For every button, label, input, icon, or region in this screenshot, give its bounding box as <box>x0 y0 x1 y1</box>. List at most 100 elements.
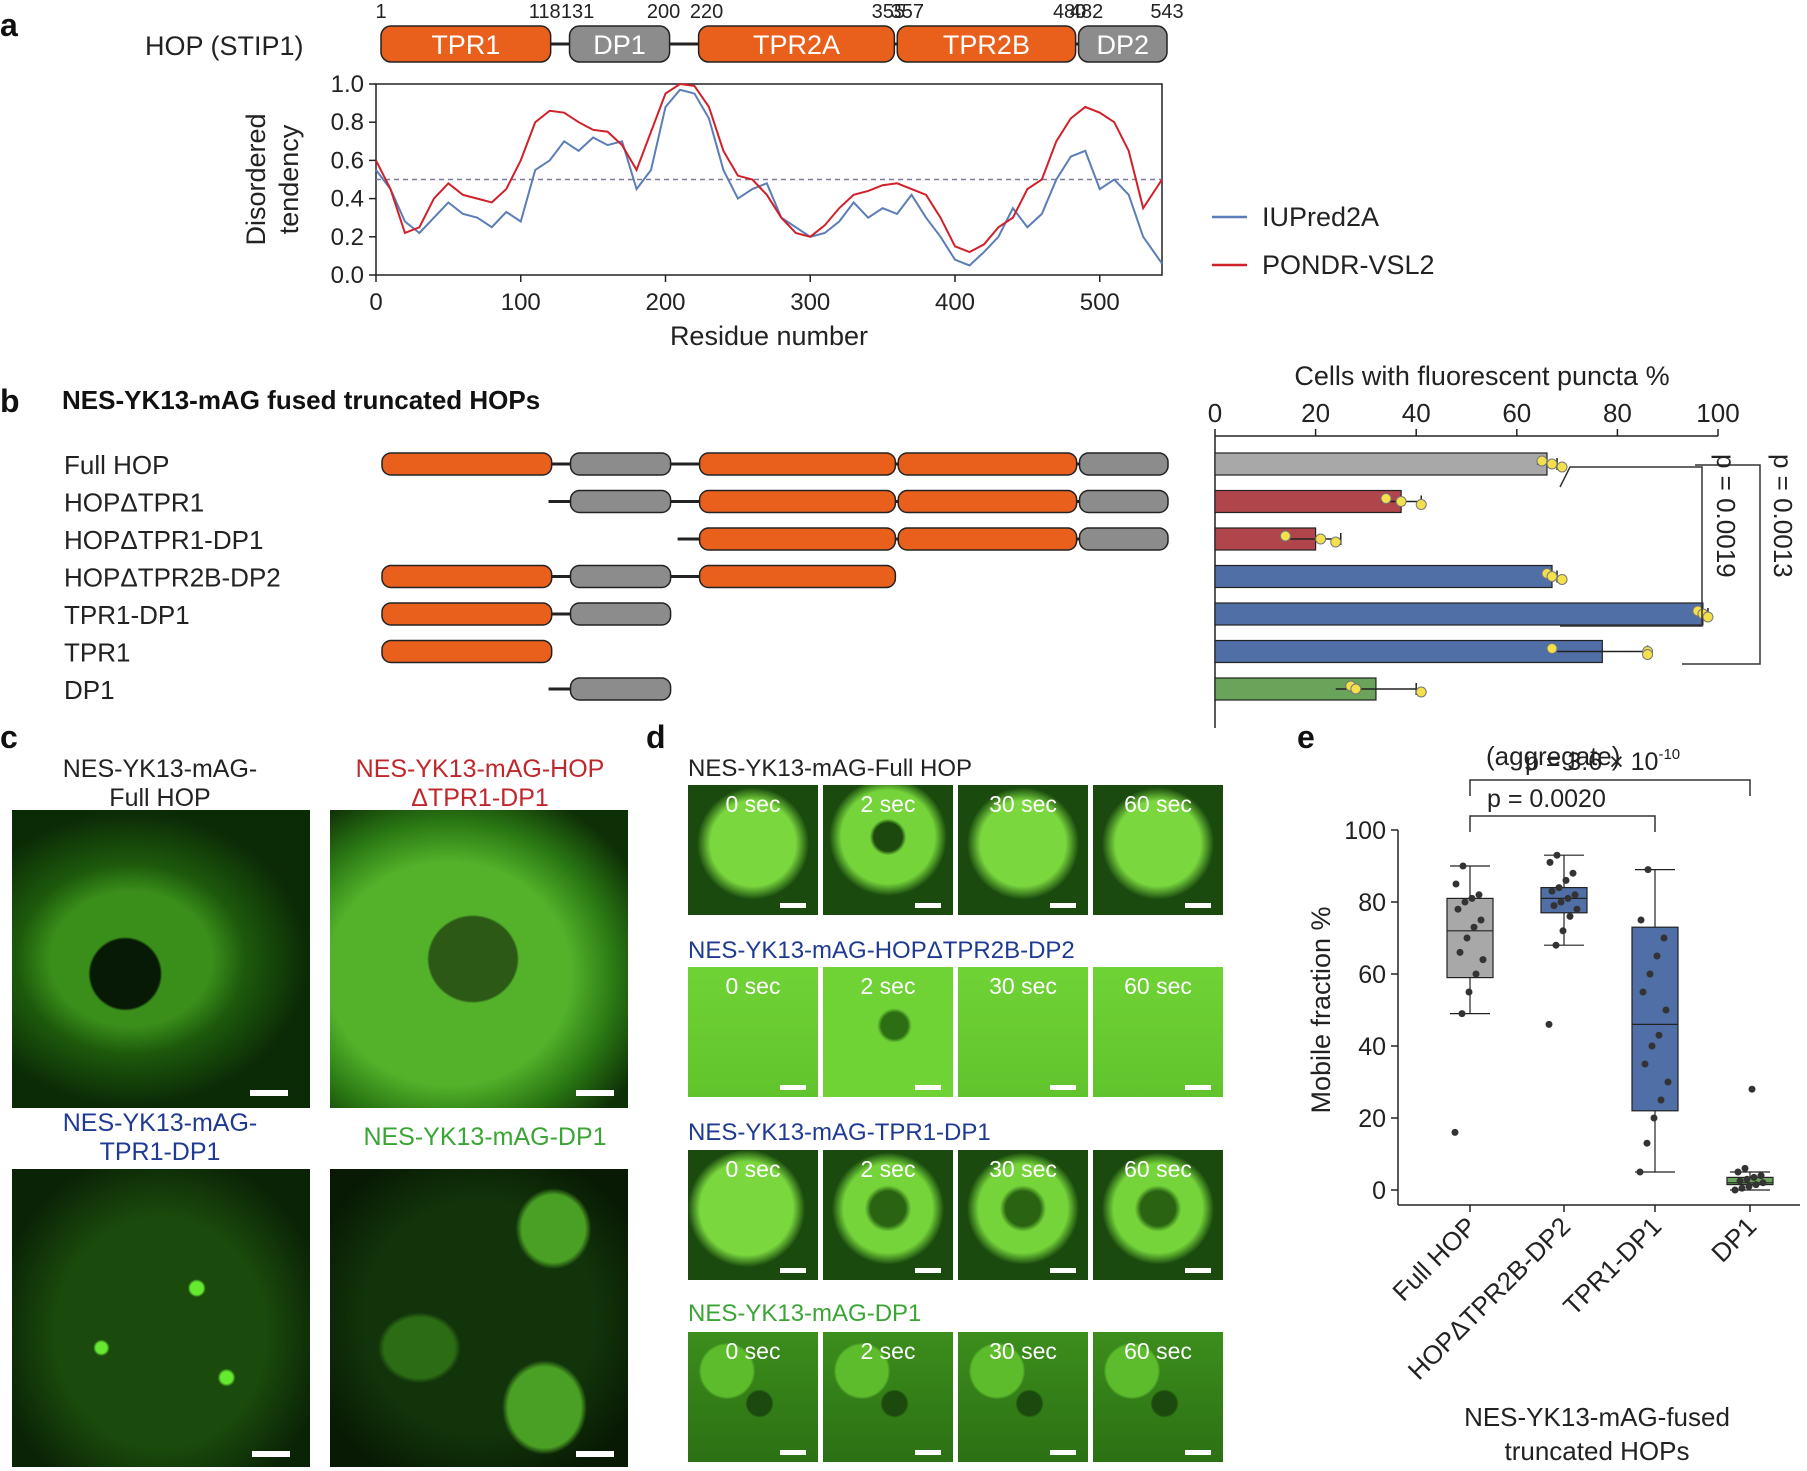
legend-iupred: IUPred2A <box>1262 202 1379 232</box>
box-point <box>1759 1179 1767 1187</box>
box-point <box>1470 923 1478 931</box>
panel-c-letter: c <box>0 719 18 755</box>
construct-domain-dp2 <box>1078 527 1169 551</box>
frap-time-label: 0 sec <box>725 1338 781 1364</box>
micrograph-tpr1-dp1 <box>12 1169 310 1467</box>
construct-domain-dp1 <box>569 677 672 701</box>
scale-bar <box>915 1085 941 1090</box>
d-row-title-4: NES-YK13-mAG-DP1 <box>688 1300 921 1327</box>
construct-label: Full HOP <box>64 450 169 480</box>
box-point <box>1451 1128 1459 1136</box>
bar-tick-label: 20 <box>1301 398 1330 428</box>
frap-time-label: 30 sec <box>989 791 1057 817</box>
box-point <box>1562 876 1570 884</box>
box-x-tick-label: DP1 <box>1705 1211 1762 1268</box>
box-point <box>1545 1020 1553 1028</box>
mobile-fraction-box-chart: 0 20 40 60 80 100 Mobile fraction % Full HOPHOP… <box>1306 817 1800 1386</box>
construct-diagrams: Full HOP HOPΔTPR1 HOPΔTPR1-DP1 HOPΔTPR2B-DP… <box>64 450 1169 705</box>
frap-time-label: 0 sec <box>725 791 781 817</box>
construct-domain-dp1 <box>569 452 672 476</box>
scale-bar <box>915 903 941 908</box>
boundary-label: 200 <box>647 1 680 23</box>
frap-tile: 0 sec <box>688 1150 818 1280</box>
y-tick-label: 0.8 <box>331 109 364 136</box>
box-point <box>1452 880 1460 888</box>
box-point <box>1566 912 1574 920</box>
c-title-4: NES-YK13-mAG-DP1 <box>363 1123 606 1151</box>
box-point <box>1456 948 1464 956</box>
construct-label: TPR1-DP1 <box>64 600 190 630</box>
frap-tile: 60 sec <box>1093 1332 1223 1462</box>
box-point <box>1664 1078 1672 1086</box>
box-point <box>1738 1184 1746 1192</box>
bar-chart-title: Cells with fluorescent puncta % <box>1294 361 1669 391</box>
x-tick-label: 300 <box>790 289 830 316</box>
box-point <box>1569 869 1577 877</box>
x-tick-label: 400 <box>935 289 975 316</box>
construct-domain-tpr2a <box>698 452 897 476</box>
box-x-tick-label: HOPΔTPR2B-DP2 <box>1402 1211 1576 1385</box>
aggregate-note: (aggregate) <box>1486 741 1620 771</box>
box-point <box>1479 956 1487 964</box>
bar-point <box>1330 536 1342 548</box>
x-tick-label: 0 <box>369 289 382 316</box>
construct-domain-tpr2a <box>698 564 897 589</box>
frap-time-label: 2 sec <box>860 1338 916 1364</box>
c-title-3b: TPR1-DP1 <box>100 1138 221 1166</box>
box-point <box>1741 1164 1749 1172</box>
construct-label: HOPΔTPR1-DP1 <box>64 525 263 555</box>
bar-point <box>1702 611 1714 623</box>
scale-bar <box>780 1450 806 1455</box>
scale-bar <box>1185 1268 1211 1273</box>
domain-label-dp1: DP1 <box>593 30 646 60</box>
p-value-0013: p = 0.0013 <box>1768 454 1798 578</box>
box-x-tick-label: Full HOP <box>1386 1211 1482 1307</box>
box-point <box>1468 894 1476 902</box>
protein-label: HOP (STIP1) <box>145 31 304 61</box>
box-point <box>1646 970 1654 978</box>
scale-bar <box>780 903 806 908</box>
puncta-bar-chart: Cells with fluorescent puncta % 0 20 40 60 80… <box>1208 361 1740 728</box>
frap-tile: 30 sec <box>958 1150 1088 1280</box>
box-point <box>1463 934 1471 942</box>
construct-label: HOPΔTPR2B-DP2 <box>64 563 281 593</box>
scale-bar <box>1185 903 1211 908</box>
box-point <box>1748 1085 1756 1093</box>
y-tick-label: 0.0 <box>331 262 364 289</box>
frap-tile: 0 sec <box>688 785 818 915</box>
bar-point <box>1380 493 1392 504</box>
construct-label: DP1 <box>64 675 115 705</box>
construct-domain-dp2 <box>1078 452 1169 476</box>
box-point <box>1465 988 1473 996</box>
construct-domain-tpr2a <box>698 489 897 514</box>
boundary-label: 118 <box>529 1 561 23</box>
line-ylabel-2: tendency <box>274 124 304 234</box>
domain-tpr1 <box>380 25 552 63</box>
box-point <box>1734 1168 1742 1176</box>
box-x-tick-label: TPR1-DP1 <box>1557 1211 1667 1321</box>
micrograph-full-hop <box>12 810 310 1108</box>
box-point <box>1477 916 1485 924</box>
bar-tick-label: 80 <box>1603 398 1632 428</box>
frap-tile: 30 sec <box>958 785 1088 915</box>
box-point <box>1750 1173 1758 1181</box>
bar-point <box>1546 643 1558 654</box>
construct-domain-dp1 <box>569 489 672 514</box>
frap-time-label: 60 sec <box>1124 1338 1192 1364</box>
panel-a-letter: a <box>0 7 18 43</box>
box-y-tick-label: 40 <box>1358 1033 1386 1061</box>
bar-point <box>1536 455 1548 467</box>
box-point <box>1653 952 1661 960</box>
frap-time-label: 2 sec <box>860 973 916 999</box>
boundary-label: 480 <box>1053 1 1086 23</box>
scale-bar <box>1050 1268 1076 1273</box>
box-point <box>1454 905 1462 913</box>
c-title-2b: ΔTPR1-DP1 <box>411 784 549 812</box>
bar <box>1214 489 1402 514</box>
box-point <box>1644 866 1652 874</box>
boundary-label: 220 <box>690 1 723 23</box>
box-point <box>1636 1168 1644 1176</box>
panel-c-titles: NES-YK13-mAG- Full HOP NES-YK13-mAG-HOP … <box>63 755 607 1166</box>
box-point <box>1648 1042 1656 1050</box>
